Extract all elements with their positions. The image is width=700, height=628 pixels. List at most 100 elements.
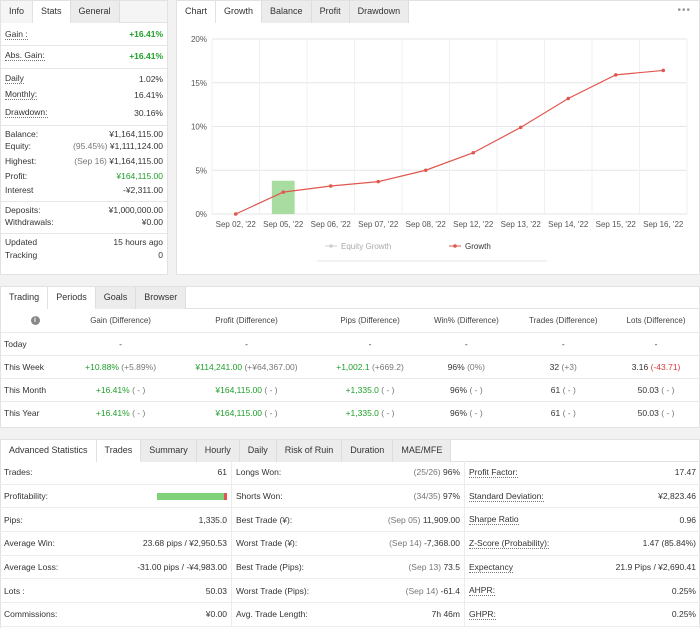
period-win-cell: - xyxy=(419,331,514,355)
x-tick-label: Sep 14, '22 xyxy=(548,220,589,229)
chart-tab-label: Chart xyxy=(177,1,217,23)
stat-cell: Shorts Won: (34/35) 97% xyxy=(232,484,465,508)
period-win-cell: 96% ( - ) xyxy=(419,400,514,424)
tab-periods[interactable]: Periods xyxy=(48,287,96,309)
period-label: This Year xyxy=(1,400,69,424)
stat-cell: Worst Trade (¥): (Sep 14) -7,368.00 xyxy=(232,532,465,555)
col-gain[interactable]: Gain (Difference) xyxy=(90,315,151,325)
stat-label: Worst Trade (Pips): xyxy=(236,585,310,596)
tab-stats[interactable]: Stats xyxy=(33,1,71,23)
period-gain-diff: ( - ) xyxy=(132,407,146,418)
tracking-value: 0 xyxy=(158,249,163,260)
stat-note: (25/26) xyxy=(413,467,441,478)
stat-cell: Expectancy 21.9 Pips / ¥2,690.41 xyxy=(465,556,700,579)
stat-label-link[interactable]: Standard Deviation: xyxy=(469,490,544,502)
abs-gain-label[interactable]: Abs. Gain: xyxy=(5,50,45,62)
stat-label: Lots : xyxy=(4,585,25,596)
stat-cell: Profitability: xyxy=(0,484,232,508)
period-trades-value: - xyxy=(561,338,565,349)
tab-growth[interactable]: Growth xyxy=(216,1,263,23)
balance-value: ¥1,164,115.00 xyxy=(109,128,163,139)
tab-balance[interactable]: Balance xyxy=(262,1,312,23)
stat-cell: Z-Score (Probability): 1.47 (85.84%) xyxy=(465,532,700,555)
stat-note: (Sep 14) xyxy=(405,585,439,596)
stat-note: (Sep 14) xyxy=(389,538,422,549)
advanced-tabs: Advanced Statistics Trades Summary Hourl… xyxy=(1,440,699,462)
tab-daily[interactable]: Daily xyxy=(239,440,277,462)
stat-label-link[interactable]: Sharpe Ratio xyxy=(469,514,519,526)
tab-general[interactable]: General xyxy=(70,1,120,23)
stat-label: Shorts Won: xyxy=(236,491,283,502)
tab-mae-mfe[interactable]: MAE/MFE xyxy=(393,440,452,462)
stat-cell: Best Trade (Pips): (Sep 13) 73.5 xyxy=(232,555,465,579)
col-lots[interactable]: Lots (Difference) xyxy=(626,315,686,325)
tab-profit[interactable]: Profit xyxy=(311,1,350,23)
period-lots-cell: - xyxy=(613,331,699,355)
period-trades-diff: (+3) xyxy=(561,361,577,372)
period-pips-diff: ( - ) xyxy=(381,407,395,418)
monthly-label[interactable]: Monthly: xyxy=(5,89,38,101)
y-tick-label: 0% xyxy=(195,210,207,219)
col-win[interactable]: Win% (Difference) xyxy=(433,315,499,325)
tab-trades[interactable]: Trades xyxy=(96,440,142,462)
stat-label: Pips: xyxy=(4,514,23,525)
stat-label-link[interactable]: Z-Score (Probability): xyxy=(469,537,550,549)
stat-label-link[interactable]: Profit Factor: xyxy=(469,466,518,478)
gain-label[interactable]: Gain : xyxy=(5,28,28,40)
tab-summary[interactable]: Summary xyxy=(141,440,197,462)
info-icon[interactable]: i xyxy=(1,309,69,332)
gain-value: +16.41% xyxy=(129,29,163,40)
highest-note: (Sep 16) xyxy=(74,156,107,167)
daily-value: 1.02% xyxy=(138,73,163,84)
more-options-icon[interactable]: ••• xyxy=(677,5,691,16)
tab-risk-of-ruin[interactable]: Risk of Ruin xyxy=(276,440,343,462)
growth-point xyxy=(471,150,476,155)
daily-label[interactable]: Daily xyxy=(5,73,24,85)
stat-note: (Sep 05) xyxy=(387,514,421,525)
col-profit[interactable]: Profit (Difference) xyxy=(215,315,278,325)
period-pips-value: - xyxy=(368,338,372,349)
period-win-cell: 96% (0%) xyxy=(419,354,514,378)
tab-duration[interactable]: Duration xyxy=(342,440,394,462)
stat-value: 1.47 (85.84%) xyxy=(642,538,696,549)
stat-cell: Commissions: ¥0.00 xyxy=(0,603,232,626)
period-gain-value: - xyxy=(119,338,122,349)
period-profit-value: ¥164,115.00 xyxy=(215,407,263,418)
growth-point xyxy=(233,212,238,216)
stat-label: Longs Won: xyxy=(236,467,282,478)
updated-value: 15 hours ago xyxy=(113,237,163,248)
stat-label-link[interactable]: GHPR: xyxy=(469,608,496,620)
growth-chart: 0% 5% 10% 15% 20% Sep 02, '22 Sep 05, '22 Sep 0… xyxy=(191,35,688,262)
stat-label-link[interactable]: Expectancy xyxy=(469,561,513,573)
period-gain-cell: +16.41% ( - ) xyxy=(69,377,173,401)
withdrawals-value: ¥0.00 xyxy=(141,217,163,228)
gain-row: Gain : +16.41% xyxy=(1,27,167,42)
stat-value: 23.68 pips / ¥2,950.53 xyxy=(142,538,227,549)
col-pips[interactable]: Pips (Difference) xyxy=(340,315,400,325)
drawdown-label[interactable]: Drawdown: xyxy=(5,107,48,119)
stat-label-link[interactable]: AHPR: xyxy=(469,585,495,597)
stat-cell: Longs Won: (25/26) 96% xyxy=(232,461,465,484)
legend-growth-label: Growth xyxy=(465,242,491,251)
period-lots-diff: ( - ) xyxy=(661,407,675,418)
growth-point xyxy=(281,190,286,194)
legend-equity-label: Equity Growth xyxy=(341,242,391,251)
advanced-tab-label: Advanced Statistics xyxy=(1,440,97,462)
stats-row: Commissions: ¥0.00 Avg. Trade Length: 7h 4… xyxy=(0,603,700,627)
tab-goals[interactable]: Goals xyxy=(95,287,137,309)
period-label: Today xyxy=(1,331,69,355)
period-lots-diff: (-43.71) xyxy=(650,361,681,372)
period-win-value: 96% xyxy=(447,361,465,372)
stat-cell: Avg. Trade Length: 7h 46m xyxy=(232,603,465,626)
tab-drawdown[interactable]: Drawdown xyxy=(349,1,410,23)
growth-point xyxy=(328,184,333,188)
col-trades[interactable]: Trades (Difference) xyxy=(529,315,598,325)
stat-cell: Profit Factor: 17.47 xyxy=(465,461,700,484)
tab-hourly[interactable]: Hourly xyxy=(196,440,240,462)
tab-browser[interactable]: Browser xyxy=(136,287,187,309)
tracking-label: Tracking xyxy=(5,249,38,260)
period-profit-diff: ( - ) xyxy=(264,384,278,395)
stat-cell: Standard Deviation: ¥2,823.46 xyxy=(465,485,700,508)
trading-tabs: Trading Periods Goals Browser xyxy=(1,287,699,309)
period-pips-value: +1,335.0 xyxy=(345,407,379,418)
